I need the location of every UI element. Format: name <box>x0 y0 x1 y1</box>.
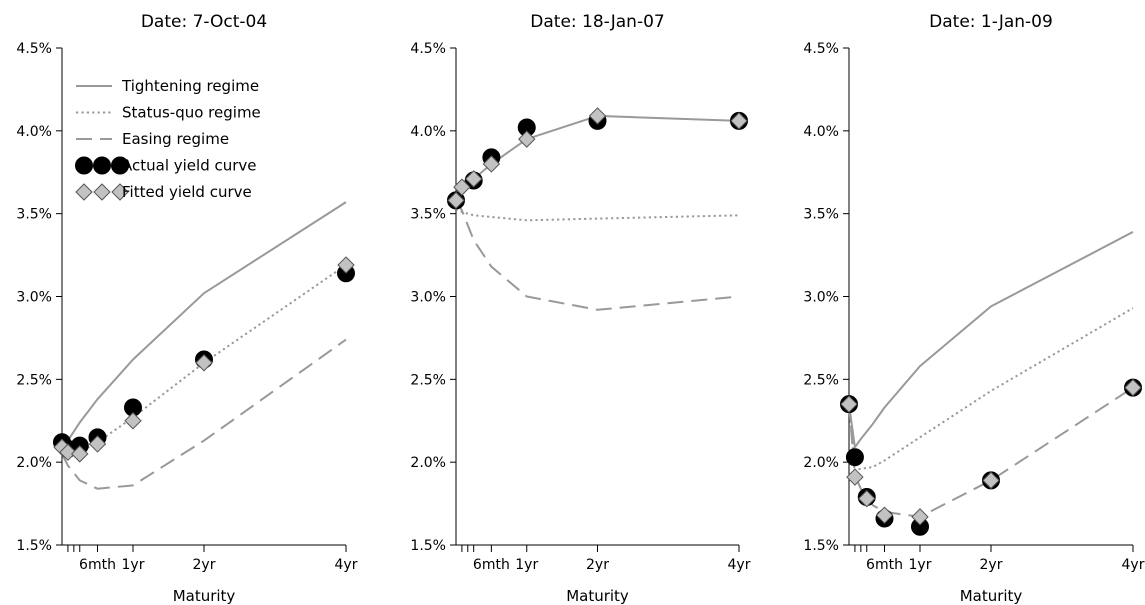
series-fitted-yield-curve-point <box>840 395 858 413</box>
series-fitted-yield-curve-point <box>447 191 465 210</box>
y-tick-label: 4.5% <box>803 41 839 57</box>
x-tick-label: 2yr <box>586 557 609 573</box>
chart-title: Date: 18-Jan-07 <box>530 12 664 32</box>
series-status-quo-regime-line <box>455 207 740 222</box>
chart-title: Date: 1-Jan-09 <box>929 12 1053 32</box>
legend-entry-actual-yield-curve-marker <box>93 156 111 175</box>
legend-entry-actual-yield-curve-marker <box>111 156 129 175</box>
x-tick-label: 6mth <box>866 557 903 573</box>
x-axis-label: Maturity <box>566 587 629 605</box>
series-fitted-yield-curve-point <box>195 354 213 372</box>
x-tick-label: 2yr <box>193 557 216 573</box>
series-fitted-yield-curve-point <box>846 468 864 486</box>
series-fitted-yield-curve-point <box>88 435 107 453</box>
y-tick-label: 4.5% <box>16 41 52 57</box>
x-axis-label: Maturity <box>960 587 1023 605</box>
series-fitted-yield-curve-point <box>482 155 501 173</box>
y-tick-label: 2.0% <box>410 455 446 471</box>
legend-entry-actual-yield-curve-marker <box>75 156 93 175</box>
series-fitted-yield-curve-point <box>1124 378 1142 397</box>
chart-panel-1: 1.5% 2.0% 2.5% 3.0% 3.5% 4.0% 4.5% 6mth 1yr 2yr 4y… <box>16 12 357 605</box>
legend-entry-actual-yield-curve-label: Actual yield curve <box>122 157 257 175</box>
y-tick-label: 1.5% <box>410 538 446 554</box>
legend-entry-fitted-yield-curve-label: Fitted yield curve <box>122 183 252 201</box>
y-tick-label: 1.5% <box>803 538 839 554</box>
x-tick-label: 1yr <box>122 557 145 573</box>
y-tick-label: 4.0% <box>410 124 446 140</box>
chart-panel-3: 1.5% 2.0% 2.5% 3.0% 3.5% 4.0% 4.5% 6mth 1yr 2yr 4y… <box>803 12 1144 605</box>
series-easing-regime-line <box>61 338 347 490</box>
y-tick-label: 3.0% <box>410 290 446 306</box>
x-tick-label: 1yr <box>909 557 932 573</box>
y-tick-label: 4.5% <box>410 41 446 57</box>
series-fitted-yield-curve-point <box>464 170 483 188</box>
x-tick-label: 4yr <box>335 557 358 573</box>
x-tick-label: 6mth <box>473 557 510 573</box>
y-tick-label: 2.0% <box>16 455 52 471</box>
x-tick-label: 4yr <box>1122 557 1145 573</box>
x-tick-label: 2yr <box>980 557 1003 573</box>
x-tick-label: 1yr <box>515 557 538 573</box>
chart-title: Date: 7-Oct-04 <box>141 12 267 32</box>
y-tick-label: 2.0% <box>803 455 839 471</box>
y-tick-label: 3.0% <box>16 290 52 306</box>
chart-panel-2: 1.5% 2.0% 2.5% 3.0% 3.5% 4.0% 4.5% 6mth 1yr 2yr 4y… <box>410 12 750 605</box>
legend-entry-fitted-yield-curve-marker <box>111 183 129 201</box>
x-tick-label: 4yr <box>728 557 751 573</box>
series-fitted-yield-curve-point <box>911 508 929 526</box>
series-fitted-yield-curve-point <box>71 445 89 463</box>
series-fitted-yield-curve-point <box>730 112 748 130</box>
x-tick-label: 6mth <box>79 557 116 573</box>
series-tightening-regime-line <box>61 201 347 448</box>
y-tick-label: 4.0% <box>16 124 52 140</box>
y-tick-label: 4.0% <box>803 124 839 140</box>
series-fitted-yield-curve-point <box>337 256 355 274</box>
series-fitted-yield-curve-point <box>124 412 142 430</box>
x-axis-label: Maturity <box>173 587 236 605</box>
series-fitted-yield-curve-point <box>59 443 77 461</box>
legend-entry-easing-regime-label: Easing regime <box>122 130 229 148</box>
y-tick-label: 3.0% <box>803 290 839 306</box>
legend-entry-status-quo-regime-label: Status-quo regime <box>122 104 261 122</box>
series-fitted-yield-curve-point <box>588 107 607 125</box>
legend: Tightening regime Status-quo regime Easing… <box>75 77 261 201</box>
y-tick-label: 3.5% <box>16 207 52 223</box>
series-fitted-yield-curve-point <box>875 506 894 524</box>
y-tick-label: 3.5% <box>803 207 839 223</box>
y-tick-label: 1.5% <box>16 538 52 554</box>
series-fitted-yield-curve-point <box>858 489 876 508</box>
y-tick-label: 2.5% <box>803 372 839 388</box>
y-tick-label: 2.5% <box>410 372 446 388</box>
series-fitted-yield-curve-point <box>518 130 536 148</box>
series-fitted-yield-curve-point <box>453 178 471 196</box>
legend-entry-fitted-yield-curve-marker <box>75 183 93 201</box>
series-tightening-regime-line <box>848 231 1134 449</box>
legend-entry-fitted-yield-curve-marker <box>93 183 111 201</box>
series-easing-regime-line <box>455 199 740 311</box>
series-fitted-yield-curve-point <box>982 471 1000 490</box>
series-easing-regime-line <box>848 386 1134 518</box>
y-tick-label: 3.5% <box>410 207 446 223</box>
legend-entry-tightening-regime-label: Tightening regime <box>121 77 259 95</box>
y-tick-label: 2.5% <box>16 372 52 388</box>
series-actual-yield-curve-point <box>845 448 864 467</box>
series-status-quo-regime-line <box>848 307 1134 472</box>
